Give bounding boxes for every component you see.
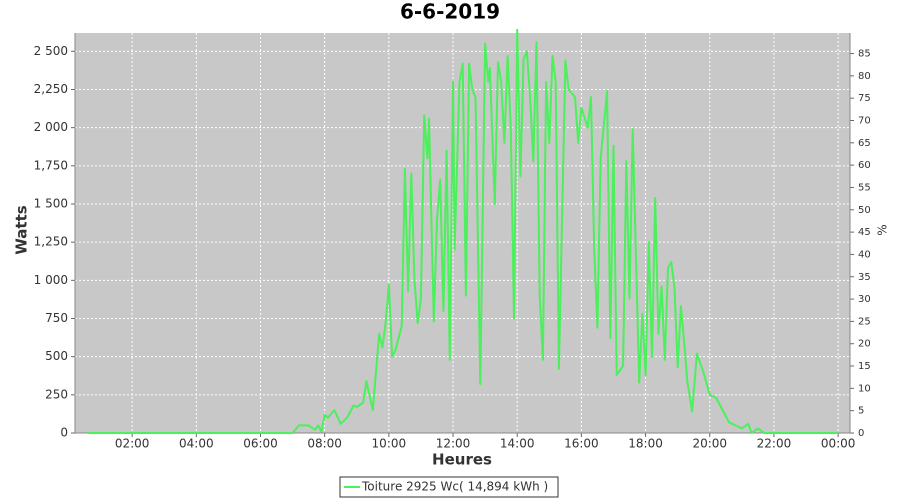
y-tick-label: 500 [45,349,68,363]
x-tick-label: 12:00 [436,437,471,451]
legend [339,476,559,498]
y2-tick-label: 45 [858,227,871,238]
y-tick-label: 2,250 [34,82,68,96]
y2-tick-label: 65 [858,138,871,149]
x-axis-label: Heures [432,451,492,469]
x-tick-label: 08:00 [307,437,342,451]
x-tick-label: 06:00 [243,437,278,451]
y2-tick-label: 15 [858,361,871,372]
y-tick-label: 1 500 [34,196,68,210]
x-tick-label: 18:00 [628,437,663,451]
y-tick-label: 1 000 [34,273,68,287]
x-tick-label: 16:00 [564,437,599,451]
y-tick-label: 1,750 [34,158,68,172]
series-line [87,28,839,434]
y-tick-label: 0 [60,426,68,440]
y2-tick-label: 80 [858,71,871,82]
y-tick-label: 250 [45,387,68,401]
y2-tick-label: 70 [858,116,871,127]
y2-tick-label: 85 [858,49,871,60]
y-tick-label: 750 [45,311,68,325]
y2-tick-label: 25 [858,316,871,327]
y2-tick-label: 10 [858,383,871,394]
x-tick-label: 02:00 [115,437,150,451]
y2-tick-label: 75 [858,93,871,104]
y-tick-label: 2 000 [34,120,68,134]
x-tick-label: 20:00 [692,437,727,451]
y2-tick-label: 20 [858,339,871,350]
y2-tick-label: 50 [858,205,871,216]
y2-tick-label: 30 [858,294,871,305]
x-tick-label: 10:00 [372,437,407,451]
y-tick-label: 1,250 [34,235,68,249]
y-axis-label: Watts [13,205,31,254]
legend-label: Toiture 2925 Wc( 14,894 kWh ) [361,480,548,494]
y2-tick-label: 0 [858,428,864,439]
y2-tick-label: 55 [858,182,871,193]
x-tick-label: 00:00 [821,437,856,451]
y2-tick-label: 35 [858,272,871,283]
x-tick-label: 22:00 [757,437,792,451]
y2-tick-label: 40 [858,249,871,260]
chart-title: 6-6-2019 [400,0,500,24]
y-tick-label: 2 500 [34,44,68,58]
x-tick-label: 14:00 [500,437,535,451]
x-tick-label: 04:00 [179,437,214,451]
y2-axis-label: % [876,224,890,235]
y2-tick-label: 5 [858,406,864,417]
y2-tick-label: 60 [858,160,871,171]
